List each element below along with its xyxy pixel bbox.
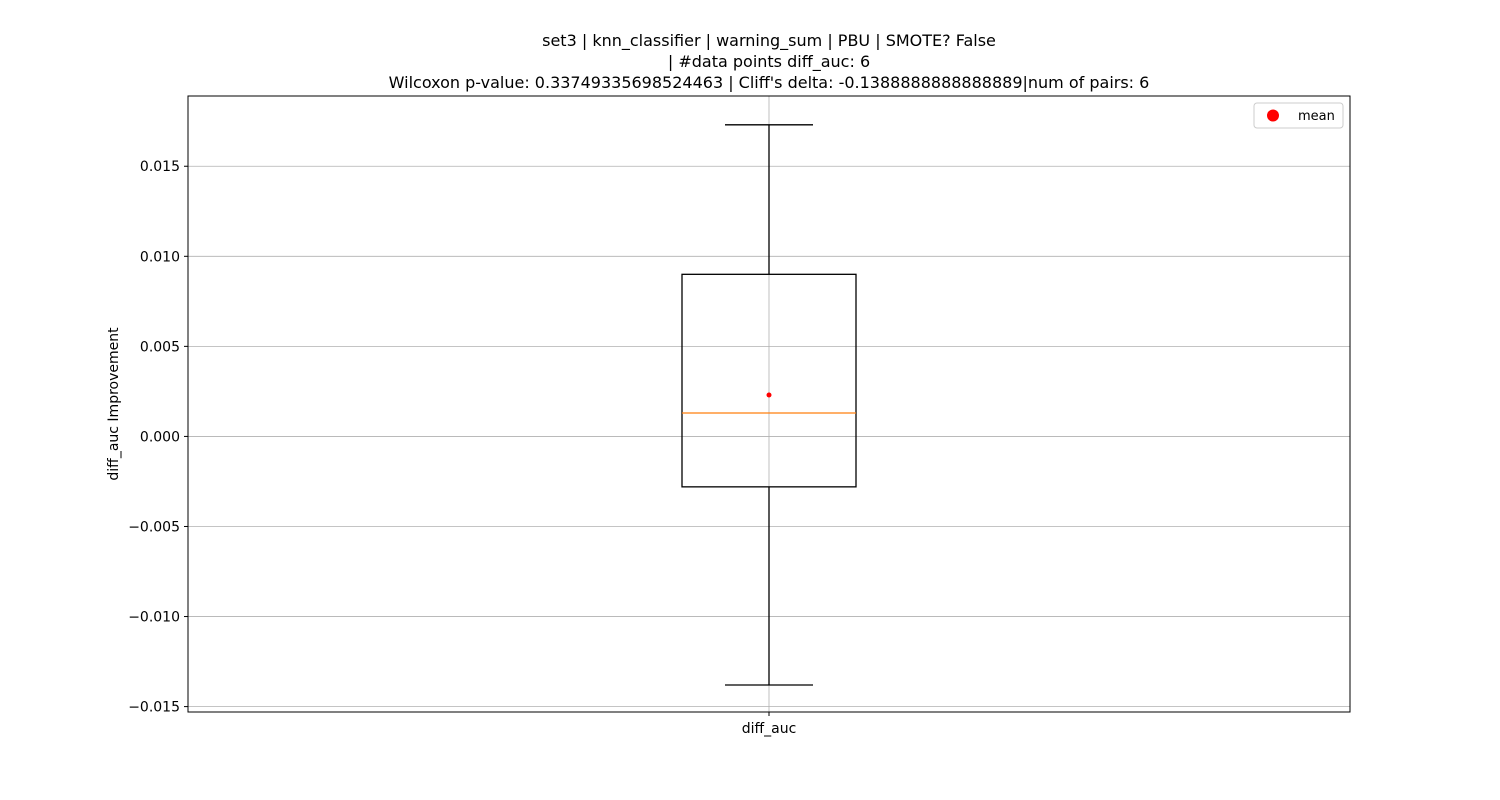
chart-title-line-2: | #data points diff_auc: 6 <box>668 52 870 72</box>
legend-mean-marker <box>1267 109 1279 122</box>
chart-title-line-3: Wilcoxon p-value: 0.33749335698524463 | … <box>389 73 1150 92</box>
y-tick-label: 0.005 <box>140 339 180 355</box>
iqr-box <box>681 273 857 488</box>
y-tick-label: −0.010 <box>128 610 180 626</box>
legend-frame <box>1253 102 1344 129</box>
plot-area-frame <box>187 95 1351 713</box>
y-tick-label: 0.015 <box>140 159 180 175</box>
chart-title-line-1: set3 | knn_classifier | warning_sum | PB… <box>542 31 996 51</box>
box-plot <box>681 124 857 686</box>
legend: mean <box>1253 102 1344 129</box>
y-tick-label: −0.005 <box>128 519 180 535</box>
x-tick-label: diff_auc <box>742 721 797 737</box>
y-tick-label: −0.015 <box>128 700 180 716</box>
mean-marker <box>766 392 772 398</box>
y-tick-label: 0.000 <box>140 429 180 445</box>
y-axis-ticks: 0.015 0.010 0.005 0.000 −0.005 −0.010 −0.015 <box>128 159 188 716</box>
y-axis-label: diff_auc Improvement <box>106 327 122 481</box>
y-tick-label: 0.010 <box>140 249 180 265</box>
x-axis-ticks: diff_auc <box>742 712 797 737</box>
legend-mean-label: mean <box>1298 109 1335 124</box>
